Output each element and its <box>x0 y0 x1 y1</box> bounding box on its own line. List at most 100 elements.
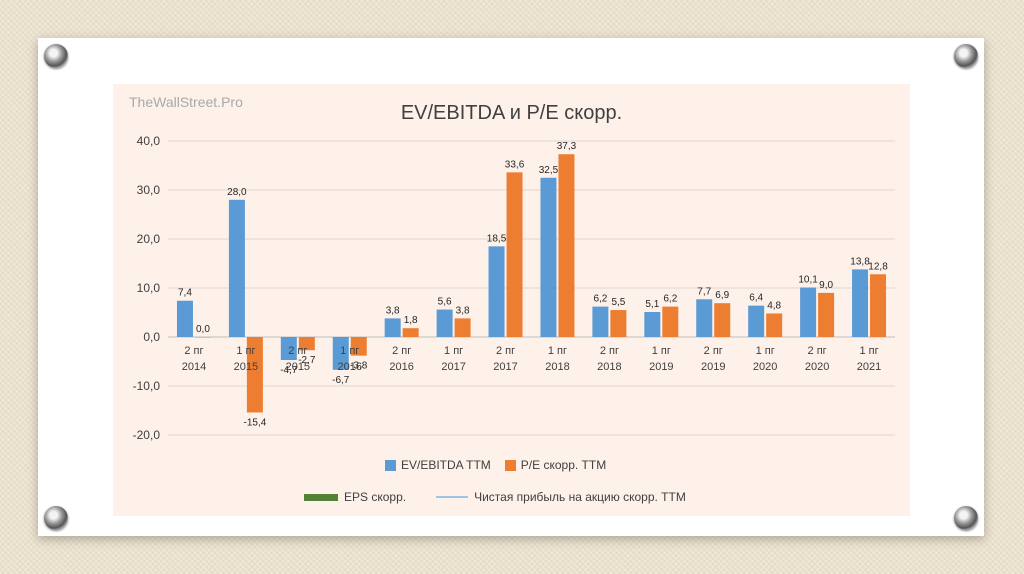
x-tick-label: 2014 <box>182 361 206 373</box>
x-tick-label: 2015 <box>234 361 258 373</box>
x-tick-label: 1 пг <box>756 345 775 357</box>
y-tick-label: 10,0 <box>137 281 161 295</box>
x-tick-label: 2020 <box>753 361 777 373</box>
x-tick-label: 2016 <box>389 361 413 373</box>
data-label: -3,8 <box>350 361 368 372</box>
rivet-top-left-icon <box>44 44 68 68</box>
chart-plot: -20,0 -10,0 0,0 10,0 20,0 30,0 40,0 7,4 28,0 -4,7… <box>133 134 895 442</box>
x-tick-label: 2 пг <box>184 345 203 357</box>
y-tick-label: 30,0 <box>137 183 161 197</box>
data-label: 6,4 <box>749 293 763 304</box>
bar-ev-ebitda <box>592 306 609 337</box>
y-tick-label: -10,0 <box>133 379 161 393</box>
y-tick-label: 0,0 <box>143 330 160 344</box>
bar-pe <box>766 313 783 337</box>
data-label: 18,5 <box>487 233 507 244</box>
bar-pe <box>558 154 575 337</box>
rivet-bottom-right-icon <box>954 506 978 530</box>
legend-label-ev-ebitda: EV/EBITDA TTM <box>401 458 491 472</box>
bar-pe <box>298 337 315 351</box>
bar-ev-ebitda <box>540 177 557 337</box>
chart-title: EV/EBITDA и P/E скорр. <box>400 102 623 124</box>
x-tick-label: 2 пг <box>600 345 619 357</box>
x-tick-label: 2020 <box>805 361 829 373</box>
x-tick-label: 2021 <box>857 361 881 373</box>
bar-pe <box>870 274 887 337</box>
rivet-top-right-icon <box>954 44 978 68</box>
data-label: 5,1 <box>645 299 659 310</box>
x-tick-label: 2 пг <box>392 345 411 357</box>
y-tick-label: -20,0 <box>133 428 161 442</box>
legend-swatch-ev-ebitda <box>385 459 396 471</box>
y-tick-label: 40,0 <box>137 134 161 148</box>
legend-swatch-pe <box>504 459 516 471</box>
data-label: 12,8 <box>868 261 888 272</box>
data-label: 7,7 <box>697 286 711 297</box>
x-tick-label: 2016 <box>338 361 362 373</box>
data-label: 4,8 <box>767 300 781 311</box>
x-tick-label: 1 пг <box>652 345 671 357</box>
chart-panel: TheWallStreet.Pro EV/EBITDA и P/E скорр.… <box>113 84 910 516</box>
x-tick-label: 2 пг <box>496 345 515 357</box>
bar-pe <box>454 318 471 337</box>
bar-ev-ebitda <box>800 287 817 337</box>
data-label: 1,8 <box>404 315 418 326</box>
data-label: -2,7 <box>298 355 316 366</box>
data-label: 6,2 <box>663 294 677 305</box>
data-label: -15,4 <box>243 417 266 428</box>
x-tick-label: 2 пг <box>288 345 307 357</box>
data-label: 37,3 <box>557 141 577 152</box>
bar-pe <box>350 337 367 356</box>
legend-label-net-profit: Чистая прибыль на акцию скорр. TTM <box>474 490 686 504</box>
bar-pe <box>610 310 627 337</box>
data-label: 32,5 <box>539 165 559 176</box>
legend-label-pe: P/E скорр. TTM <box>520 458 607 472</box>
legend-secondary: EPS скорр. Чистая прибыль на акцию скорр… <box>304 490 686 504</box>
x-tick-label: 2019 <box>649 361 673 373</box>
x-tick-label: 2017 <box>441 361 465 373</box>
legend-swatch-net-profit <box>436 496 469 498</box>
bar-pe <box>818 292 835 337</box>
data-label: 5,6 <box>438 297 452 308</box>
data-label: 10,1 <box>798 275 818 286</box>
data-label: 5,5 <box>611 297 625 308</box>
x-tick-label: 2 пг <box>704 345 723 357</box>
bar-pe <box>194 337 211 338</box>
bar-ev-ebitda <box>748 305 765 337</box>
bar-pe <box>662 306 679 337</box>
data-label: 6,2 <box>593 294 607 305</box>
bar-ev-ebitda <box>852 269 869 337</box>
data-label: 0,0 <box>196 324 210 335</box>
x-tick-label: 2019 <box>701 361 725 373</box>
bar-ev-ebitda <box>696 299 713 337</box>
x-tick-label: 2018 <box>597 361 621 373</box>
legend-label-eps: EPS скорр. <box>344 490 407 504</box>
x-tick-label: 2017 <box>493 361 517 373</box>
bar-ev-ebitda <box>644 312 661 337</box>
rivet-bottom-left-icon <box>44 506 68 530</box>
data-label: 6,9 <box>715 290 729 301</box>
bar-ev-ebitda <box>384 318 401 337</box>
x-tick-label: 1 пг <box>236 345 255 357</box>
bar-ev-ebitda <box>176 300 193 337</box>
bar-ev-ebitda <box>488 246 505 337</box>
bar-ev-ebitda <box>436 309 453 337</box>
x-tick-label: 1 пг <box>444 345 463 357</box>
bar-ev-ebitda <box>228 199 245 337</box>
y-tick-label: 20,0 <box>137 232 161 246</box>
bar-ev-ebitda <box>280 337 297 361</box>
legend-main: EV/EBITDA TTM P/E скорр. TTM <box>385 458 606 472</box>
x-tick-label: 1 пг <box>859 345 878 357</box>
data-label: 13,8 <box>850 256 870 267</box>
bar-pe <box>246 337 263 413</box>
data-label: 9,0 <box>819 280 833 291</box>
bar-pe <box>506 172 523 337</box>
x-tick-label: 2015 <box>286 361 310 373</box>
data-label: -4,7 <box>280 365 298 376</box>
x-tick-label: 2 пг <box>808 345 827 357</box>
data-label: 7,4 <box>178 288 192 299</box>
data-label: -6,7 <box>332 375 350 386</box>
watermark: TheWallStreet.Pro <box>129 94 243 110</box>
bar-pe <box>402 328 419 337</box>
data-label: 3,8 <box>456 305 470 316</box>
